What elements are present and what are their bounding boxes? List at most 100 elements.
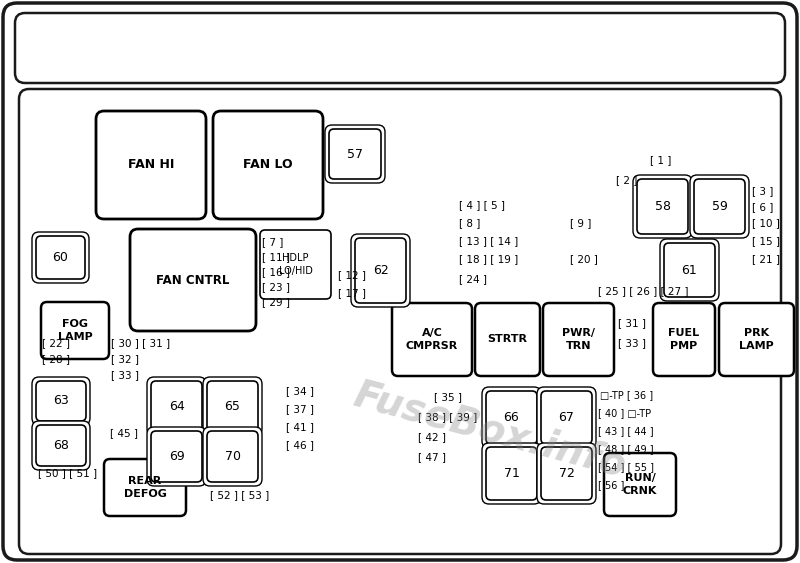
FancyBboxPatch shape: [203, 377, 262, 436]
Text: 61: 61: [682, 263, 698, 276]
FancyBboxPatch shape: [660, 239, 719, 301]
Text: 69: 69: [169, 450, 184, 463]
FancyBboxPatch shape: [15, 13, 785, 83]
Text: HDLP
LO/HID: HDLP LO/HID: [278, 253, 313, 276]
FancyBboxPatch shape: [475, 303, 540, 376]
FancyBboxPatch shape: [207, 381, 258, 432]
Text: [ 9 ]: [ 9 ]: [570, 218, 591, 228]
Text: 62: 62: [373, 264, 388, 277]
Text: 71: 71: [503, 467, 519, 480]
Text: [ 33 ]: [ 33 ]: [618, 338, 646, 348]
FancyBboxPatch shape: [351, 234, 410, 307]
Text: [ 50 ] [ 51 ]: [ 50 ] [ 51 ]: [38, 468, 97, 478]
Text: [ 46 ]: [ 46 ]: [286, 440, 314, 450]
FancyBboxPatch shape: [41, 302, 109, 359]
FancyBboxPatch shape: [392, 303, 472, 376]
Text: [ 54 ] [ 55 ]: [ 54 ] [ 55 ]: [598, 462, 654, 472]
FancyBboxPatch shape: [482, 443, 541, 504]
Text: 66: 66: [504, 411, 519, 424]
FancyBboxPatch shape: [96, 111, 206, 219]
Text: [ 20 ]: [ 20 ]: [570, 254, 598, 264]
FancyBboxPatch shape: [486, 447, 537, 500]
FancyBboxPatch shape: [537, 387, 596, 448]
Text: FAN HI: FAN HI: [128, 159, 174, 172]
Text: REAR
DEFOG: REAR DEFOG: [123, 476, 166, 499]
Text: [ 38 ] [ 39 ]: [ 38 ] [ 39 ]: [418, 412, 478, 422]
Text: [ 1 ]: [ 1 ]: [650, 155, 672, 165]
Text: [ 2 ]: [ 2 ]: [616, 175, 638, 185]
Text: □-TP [ 36 ]: □-TP [ 36 ]: [600, 390, 653, 400]
FancyBboxPatch shape: [104, 459, 186, 516]
Text: [ 15 ]: [ 15 ]: [752, 236, 780, 246]
Text: [ 56 ]: [ 56 ]: [598, 480, 624, 490]
FancyBboxPatch shape: [32, 421, 90, 470]
Text: [ 52 ] [ 53 ]: [ 52 ] [ 53 ]: [210, 490, 270, 500]
FancyBboxPatch shape: [653, 303, 715, 376]
FancyBboxPatch shape: [147, 427, 206, 486]
Text: [ 40 ] □-TP: [ 40 ] □-TP: [598, 408, 651, 418]
Text: [ 4 ] [ 5 ]: [ 4 ] [ 5 ]: [459, 200, 505, 210]
Text: [ 23 ]: [ 23 ]: [262, 282, 290, 292]
FancyBboxPatch shape: [325, 125, 385, 183]
FancyBboxPatch shape: [207, 431, 258, 482]
Text: 58: 58: [654, 200, 670, 213]
Text: [ 42 ]: [ 42 ]: [418, 432, 446, 442]
Text: PWR/
TRN: PWR/ TRN: [562, 328, 595, 351]
Text: 65: 65: [225, 400, 241, 413]
Text: 57: 57: [347, 148, 363, 160]
Text: [ 8 ]: [ 8 ]: [459, 218, 480, 228]
Text: FUEL
PMP: FUEL PMP: [669, 328, 699, 351]
FancyBboxPatch shape: [32, 232, 89, 283]
Text: [ 17 ]: [ 17 ]: [338, 288, 366, 298]
Text: [ 33 ]: [ 33 ]: [111, 370, 139, 380]
Text: [ 16 ]: [ 16 ]: [262, 267, 290, 277]
Text: FOG
LAMP: FOG LAMP: [58, 319, 92, 342]
Text: [ 45 ]: [ 45 ]: [110, 428, 138, 438]
FancyBboxPatch shape: [690, 175, 749, 238]
FancyBboxPatch shape: [633, 175, 692, 238]
Text: FuseBox.info: FuseBox.info: [350, 376, 630, 485]
FancyBboxPatch shape: [694, 179, 745, 234]
Text: FAN LO: FAN LO: [243, 159, 293, 172]
Text: [ 22 ]: [ 22 ]: [42, 338, 70, 348]
Text: [ 13 ] [ 14 ]: [ 13 ] [ 14 ]: [459, 236, 518, 246]
FancyBboxPatch shape: [32, 377, 90, 425]
Text: [ 10 ]: [ 10 ]: [752, 218, 780, 228]
FancyBboxPatch shape: [664, 243, 715, 297]
Text: 63: 63: [53, 395, 69, 408]
FancyBboxPatch shape: [36, 381, 86, 421]
Text: A/C
CMPRSR: A/C CMPRSR: [406, 328, 458, 351]
Text: RUN/
CRNK: RUN/ CRNK: [623, 473, 657, 495]
Text: [ 18 ] [ 19 ]: [ 18 ] [ 19 ]: [459, 254, 518, 264]
FancyBboxPatch shape: [329, 129, 381, 179]
FancyBboxPatch shape: [637, 179, 688, 234]
FancyBboxPatch shape: [147, 377, 206, 436]
Text: 67: 67: [558, 411, 574, 424]
FancyBboxPatch shape: [541, 391, 592, 444]
FancyBboxPatch shape: [36, 236, 85, 279]
Text: [ 6 ]: [ 6 ]: [752, 202, 774, 212]
Text: [ 43 ] [ 44 ]: [ 43 ] [ 44 ]: [598, 426, 654, 436]
Text: [ 35 ]: [ 35 ]: [434, 392, 462, 402]
Text: [ 11 ]: [ 11 ]: [262, 252, 290, 262]
Text: [ 28 ]: [ 28 ]: [42, 354, 70, 364]
Text: [ 25 ] [ 26 ] [ 27 ]: [ 25 ] [ 26 ] [ 27 ]: [598, 286, 689, 296]
Text: STRTR: STRTR: [487, 334, 527, 345]
FancyBboxPatch shape: [19, 89, 781, 554]
Text: [ 47 ]: [ 47 ]: [418, 452, 446, 462]
Text: 59: 59: [711, 200, 727, 213]
FancyBboxPatch shape: [203, 427, 262, 486]
Text: [ 31 ]: [ 31 ]: [618, 318, 646, 328]
Text: 68: 68: [53, 439, 69, 452]
Text: [ 30 ] [ 31 ]: [ 30 ] [ 31 ]: [111, 338, 170, 348]
FancyBboxPatch shape: [719, 303, 794, 376]
Text: [ 7 ]: [ 7 ]: [262, 237, 283, 247]
FancyBboxPatch shape: [541, 447, 592, 500]
Text: [ 48 ] [ 49 ]: [ 48 ] [ 49 ]: [598, 444, 654, 454]
Text: FAN CNTRL: FAN CNTRL: [156, 274, 230, 287]
Text: 60: 60: [53, 251, 69, 264]
Text: [ 12 ]: [ 12 ]: [338, 270, 366, 280]
Text: [ 24 ]: [ 24 ]: [459, 274, 487, 284]
FancyBboxPatch shape: [36, 425, 86, 466]
Text: 72: 72: [558, 467, 574, 480]
